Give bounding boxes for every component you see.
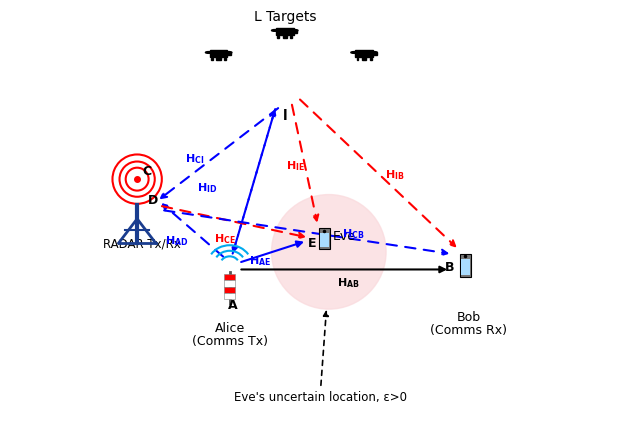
Text: l: l [282,109,287,122]
Text: Alice: Alice [214,322,244,335]
Bar [291,35,292,38]
Ellipse shape [358,52,364,53]
Ellipse shape [278,30,285,31]
Bar [276,28,294,35]
Bar [370,57,372,60]
Bar [320,233,329,247]
Bar [225,293,235,299]
Text: $\mathbf{H_{IB}}$: $\mathbf{H_{IB}}$ [385,168,404,182]
Bar [216,57,221,60]
Ellipse shape [205,52,212,53]
Text: A: A [228,299,238,312]
Text: $\mathbf{H_{AD}}$: $\mathbf{H_{AD}}$ [165,234,189,248]
Bar [277,35,279,38]
Bar [461,259,470,275]
Bar [225,287,235,293]
Bar [319,228,330,249]
Text: D: D [147,194,157,207]
Ellipse shape [284,30,291,31]
Bar [225,57,226,60]
Text: $\mathbf{H_{CE}}$: $\mathbf{H_{CE}}$ [214,232,236,245]
Bar [280,30,290,33]
Bar [355,50,373,57]
Bar [210,50,227,57]
Bar [287,30,298,33]
Bar [282,34,287,38]
Text: $\mathbf{H_{IE}}$: $\mathbf{H_{IE}}$ [286,159,305,173]
Text: RADAR Tx/Rx: RADAR Tx/Rx [103,238,181,251]
Text: Bob: Bob [457,311,481,324]
Text: (Comms Rx): (Comms Rx) [431,324,508,337]
Bar [214,53,223,55]
Ellipse shape [271,30,278,31]
Text: (Comms Tx): (Comms Tx) [191,335,268,348]
Ellipse shape [225,52,232,53]
Ellipse shape [351,52,358,53]
Text: E: E [308,237,316,251]
Text: $\mathbf{H_{CB}}$: $\mathbf{H_{CB}}$ [342,227,364,241]
Bar [211,57,213,60]
Ellipse shape [212,52,219,53]
Bar [221,53,231,55]
Bar [359,53,369,55]
Text: $\mathbf{H_{AB}}$: $\mathbf{H_{AB}}$ [337,276,360,290]
Circle shape [271,194,386,309]
Text: $\mathbf{H_{CI}}$: $\mathbf{H_{CI}}$ [185,152,204,166]
Bar [367,53,377,55]
Ellipse shape [218,52,225,53]
Ellipse shape [291,30,298,31]
Bar [362,57,366,60]
Bar [225,274,235,281]
Text: L Targets: L Targets [253,10,316,23]
Text: $\mathbf{H_{AE}}$: $\mathbf{H_{AE}}$ [250,254,271,267]
Bar [460,254,471,277]
Bar [356,57,358,60]
Text: C: C [143,165,152,178]
Text: $\mathbf{H_{ID}}$: $\mathbf{H_{ID}}$ [197,181,218,195]
Text: Eve's uncertain location, ε>0: Eve's uncertain location, ε>0 [234,312,406,404]
Bar [225,281,235,287]
Ellipse shape [371,52,377,53]
Text: B: B [445,261,455,274]
Text: Eve: Eve [332,230,355,243]
Ellipse shape [364,52,371,53]
